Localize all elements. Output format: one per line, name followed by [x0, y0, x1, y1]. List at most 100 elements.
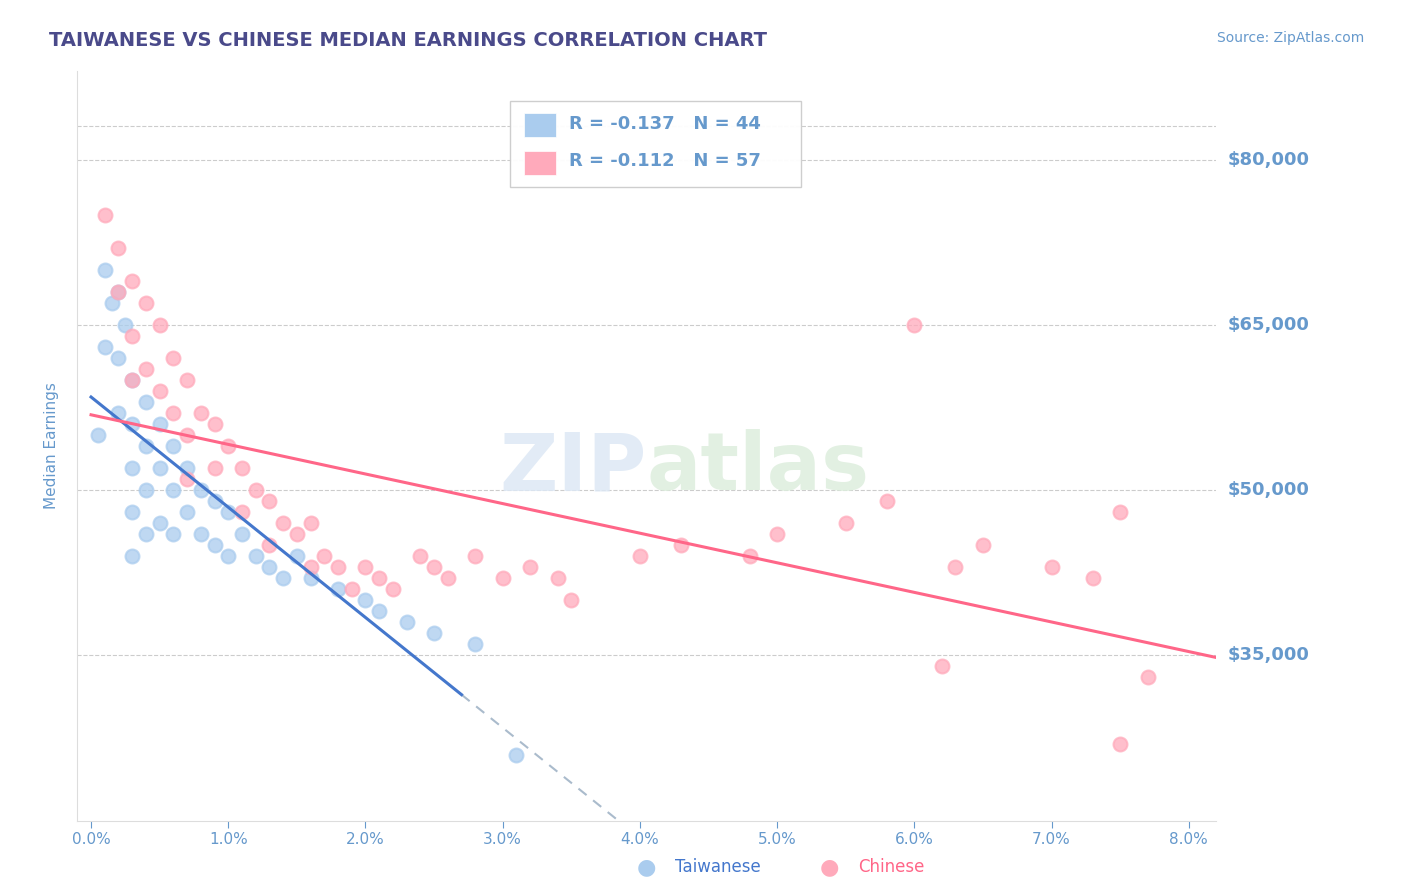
Point [121, 373, 143, 387]
Point [107, 406, 129, 420]
Point [271, 516, 294, 530]
Point [204, 417, 226, 431]
FancyBboxPatch shape [524, 113, 555, 137]
Point [326, 582, 349, 597]
Point [121, 549, 143, 564]
Point [162, 439, 184, 453]
Point [204, 494, 226, 508]
Text: ●: ● [637, 857, 657, 877]
Point [1136, 670, 1159, 684]
Y-axis label: Median Earnings: Median Earnings [44, 383, 59, 509]
Point [464, 549, 486, 564]
Point [231, 527, 253, 541]
Point [368, 604, 391, 618]
Point [94, 262, 117, 277]
FancyBboxPatch shape [524, 151, 555, 175]
Point [94, 340, 117, 354]
Point [135, 295, 157, 310]
Point [87, 428, 110, 442]
Text: $65,000: $65,000 [1227, 316, 1309, 334]
Point [149, 318, 172, 332]
Point [409, 549, 432, 564]
Point [217, 439, 239, 453]
Point [114, 318, 136, 332]
Point [259, 560, 281, 574]
Point [231, 505, 253, 519]
Point [162, 351, 184, 365]
Point [628, 549, 651, 564]
Point [149, 461, 172, 475]
Point [190, 406, 212, 420]
Point [1109, 505, 1132, 519]
Text: TAIWANESE VS CHINESE MEDIAN EARNINGS CORRELATION CHART: TAIWANESE VS CHINESE MEDIAN EARNINGS COR… [49, 31, 768, 50]
Text: ●: ● [820, 857, 839, 877]
Point [121, 373, 143, 387]
Text: $35,000: $35,000 [1227, 647, 1309, 665]
Point [259, 494, 281, 508]
Point [395, 615, 418, 630]
Point [162, 406, 184, 420]
Point [135, 527, 157, 541]
Point [738, 549, 761, 564]
Point [121, 274, 143, 288]
Point [972, 538, 994, 552]
Text: $80,000: $80,000 [1227, 151, 1309, 169]
Point [381, 582, 404, 597]
Text: Chinese: Chinese [858, 858, 924, 876]
Point [149, 384, 172, 398]
Point [204, 461, 226, 475]
Point [492, 571, 515, 585]
Text: R = -0.137   N = 44: R = -0.137 N = 44 [569, 115, 761, 133]
Point [1081, 571, 1104, 585]
Text: atlas: atlas [647, 429, 870, 508]
Point [519, 560, 541, 574]
FancyBboxPatch shape [510, 102, 800, 187]
Point [903, 318, 925, 332]
Point [107, 285, 129, 299]
Point [931, 659, 953, 673]
Point [121, 461, 143, 475]
Point [176, 373, 198, 387]
Point [149, 417, 172, 431]
Point [135, 362, 157, 376]
Point [176, 505, 198, 519]
Point [271, 571, 294, 585]
Point [464, 637, 486, 651]
Point [94, 208, 117, 222]
Text: Taiwanese: Taiwanese [675, 858, 761, 876]
Point [121, 328, 143, 343]
Point [107, 285, 129, 299]
Point [245, 483, 267, 497]
Point [285, 549, 308, 564]
Point [299, 516, 322, 530]
Point [162, 527, 184, 541]
Point [245, 549, 267, 564]
Point [368, 571, 391, 585]
Point [505, 747, 527, 762]
Point [285, 527, 308, 541]
Point [107, 351, 129, 365]
Point [149, 516, 172, 530]
Point [217, 549, 239, 564]
Point [176, 472, 198, 486]
Point [176, 428, 198, 442]
Point [176, 461, 198, 475]
Point [100, 295, 122, 310]
Point [326, 560, 349, 574]
Point [669, 538, 692, 552]
Point [945, 560, 967, 574]
Point [436, 571, 458, 585]
Point [259, 538, 281, 552]
Point [190, 527, 212, 541]
Text: ZIP: ZIP [499, 429, 647, 508]
Point [1040, 560, 1063, 574]
Point [162, 483, 184, 497]
Point [876, 494, 898, 508]
Point [835, 516, 858, 530]
Point [354, 560, 377, 574]
Point [314, 549, 336, 564]
Text: R = -0.112   N = 57: R = -0.112 N = 57 [569, 153, 761, 170]
Point [1109, 737, 1132, 751]
Point [217, 505, 239, 519]
Point [190, 483, 212, 497]
